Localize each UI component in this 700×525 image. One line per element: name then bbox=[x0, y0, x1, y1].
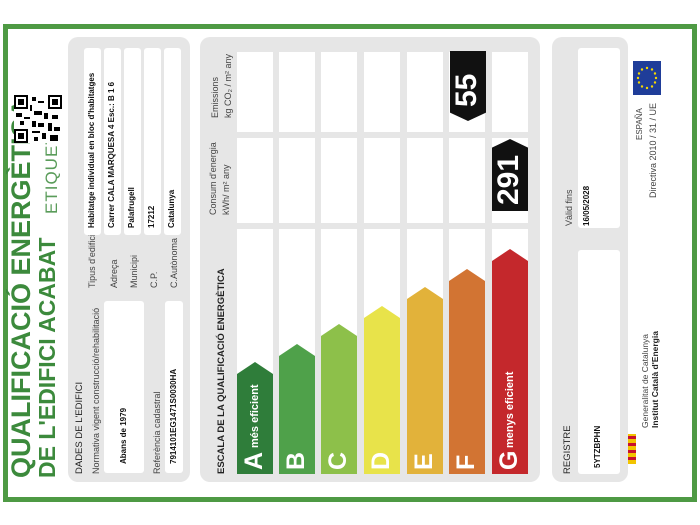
normativa-box bbox=[104, 301, 144, 473]
scale-grid-cell bbox=[364, 52, 400, 132]
scale-grid-cell bbox=[407, 52, 443, 132]
scale-title: ESCALA DE LA QUALIFICACIÓ ENERGÈTICA bbox=[216, 268, 227, 474]
grade-g-caption: menys eficient bbox=[504, 371, 516, 448]
scale-grid-cell bbox=[237, 138, 273, 223]
tipus-value: Habitatge individual en bloc d'habitatge… bbox=[87, 72, 96, 228]
grade-d-letter: D bbox=[367, 451, 395, 470]
comunitat-box bbox=[164, 48, 181, 235]
registry-code: 5YTZBPHN bbox=[593, 425, 602, 468]
registry-code-box bbox=[578, 250, 620, 474]
cp-label: C.P. bbox=[149, 271, 159, 288]
scale-grid-cell bbox=[237, 52, 273, 132]
directive-label: Directiva 2010 / 31 / UE bbox=[648, 102, 658, 198]
label-subtitle: DE L'EDIFICI ACABAT bbox=[34, 237, 60, 478]
country-label: ESPAÑA bbox=[635, 108, 644, 140]
grade-g-letter: G bbox=[495, 450, 523, 470]
valid-box bbox=[578, 48, 620, 228]
municipi-box bbox=[124, 48, 141, 235]
consum-header-line1: Consum d'energia bbox=[208, 142, 218, 215]
scale-grid-cell bbox=[364, 138, 400, 223]
adreca-value: Carrer CALA MARQUESA 4 Esc.: B 1 6 bbox=[107, 81, 116, 228]
building-section-title: DADES DE L'EDIFICI bbox=[74, 381, 85, 474]
org-line2: Institut Català d'Energia bbox=[650, 331, 660, 428]
comunitat-value: Catalunya bbox=[167, 189, 176, 228]
scale-grid-cell bbox=[279, 138, 315, 223]
org-line1: Generalitat de Catalunya bbox=[640, 333, 650, 428]
grade-e-letter: E bbox=[410, 453, 438, 470]
grade-d-arrow: D bbox=[364, 306, 400, 474]
grade-a-caption: més eficient bbox=[249, 384, 261, 448]
scale-grid-cell bbox=[321, 52, 357, 132]
consum-value: 291 bbox=[492, 154, 525, 205]
consum-badge: 291 bbox=[492, 139, 528, 211]
grade-f-letter: F bbox=[452, 454, 480, 470]
municipi-label: Municipi bbox=[129, 254, 139, 288]
grade-b-arrow: B bbox=[279, 344, 315, 474]
grade-c-arrow: C bbox=[321, 324, 357, 474]
generalitat-logo-icon bbox=[628, 434, 636, 464]
emissions-value: 55 bbox=[450, 73, 483, 107]
comunitat-label: C.Autònoma bbox=[169, 237, 179, 288]
normativa-label: Normativa vigent construcció/rehabilitac… bbox=[91, 307, 101, 474]
referencia-box bbox=[165, 301, 183, 473]
grade-a-letter: A bbox=[240, 451, 268, 470]
emissions-header-line1: Emissions bbox=[210, 76, 220, 118]
valid-value: 16/05/2028 bbox=[582, 185, 591, 226]
emissions-badge: 55 bbox=[450, 51, 486, 121]
cp-value: 17212 bbox=[147, 205, 156, 228]
scale-grid-cell bbox=[449, 138, 485, 223]
referencia-label: Referència cadastral bbox=[152, 391, 162, 474]
qr-code bbox=[14, 95, 62, 143]
grade-e-arrow: E bbox=[407, 287, 443, 474]
scale-grid-cell bbox=[321, 138, 357, 223]
registry-title: REGISTRE bbox=[562, 425, 573, 474]
adreca-box bbox=[104, 48, 121, 235]
referencia-value: 7914101EG1471S0030HA bbox=[169, 368, 178, 464]
valid-label: Vàlid fins bbox=[564, 189, 574, 226]
scale-grid-cell bbox=[279, 52, 315, 132]
label-title: QUALIFICACIÓ ENERGÈTICA bbox=[6, 98, 36, 478]
grade-b-letter: B bbox=[282, 451, 310, 470]
tipus-box bbox=[84, 48, 101, 235]
scale-grid-cell bbox=[492, 52, 528, 132]
emissions-header-line2: kg CO₂ / m² any bbox=[223, 53, 233, 118]
adreca-label: Adreça bbox=[109, 259, 119, 288]
municipi-value: Palafrugell bbox=[127, 187, 136, 228]
consum-header-line2: kWh/ m² any bbox=[221, 164, 231, 215]
scale-grid-cell bbox=[407, 138, 443, 223]
grade-c-letter: C bbox=[324, 451, 352, 470]
grade-f-arrow: F bbox=[449, 269, 485, 474]
tipus-label: Tipus d'edifici bbox=[87, 234, 97, 288]
normativa-value: Abans de 1979 bbox=[119, 407, 128, 464]
cp-box bbox=[144, 48, 161, 235]
eu-flag-icon bbox=[633, 61, 661, 95]
